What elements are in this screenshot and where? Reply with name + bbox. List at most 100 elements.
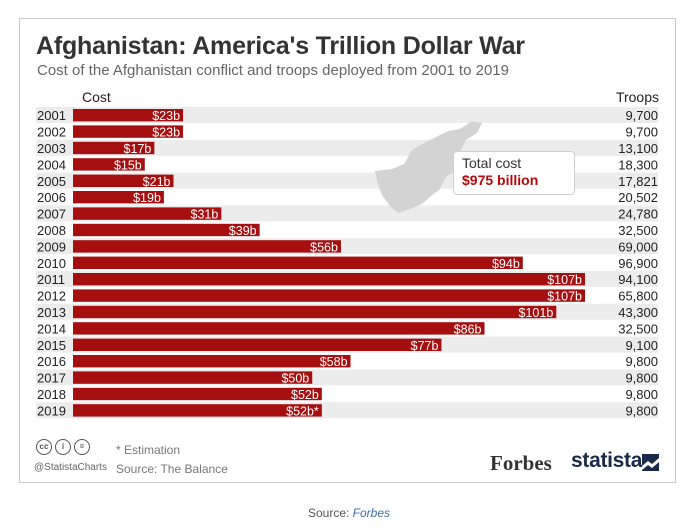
troops-value-label: 69,000 [618,239,658,254]
cost-value-label: $77b [411,339,439,353]
cost-bar [73,174,174,187]
total-cost-label: Total cost [462,155,522,171]
troops-value-label: 24,780 [618,207,658,222]
year-label: 2017 [37,371,66,386]
creative-commons-icon: cc [36,439,52,455]
cost-value-label: $39b [229,224,257,238]
troops-value-label: 32,500 [618,223,658,238]
cost-header: Cost [82,89,111,105]
year-label: 2018 [37,387,66,402]
cost-bar [73,256,523,269]
year-label: 2014 [37,321,66,336]
year-label: 2005 [37,174,66,189]
total-cost-value: $975 billion [462,172,539,188]
year-label: 2004 [37,157,66,172]
cost-bar [73,387,322,401]
year-label: 2001 [37,108,66,123]
troops-value-label: 18,300 [618,157,658,172]
year-label: 2011 [37,272,65,287]
estimation-note: * Estimation [116,443,181,457]
statista-mark-icon [642,454,659,471]
troops-value-label: 9,800 [625,371,658,386]
year-label: 2016 [37,354,66,369]
troops-value-label: 94,100 [618,272,658,287]
cost-bar [73,338,442,351]
cost-value-label: $101b [519,306,554,320]
chart-title: Afghanistan: America's Trillion Dollar W… [36,32,525,60]
cost-bar [73,158,145,171]
cost-value-label: $52b* [286,404,319,418]
year-label: 2012 [37,289,66,304]
cost-value-label: $23b [152,109,180,123]
cost-value-label: $86b [454,322,482,336]
troops-value-label: 9,800 [625,403,658,418]
cost-value-label: $58b [320,355,348,369]
cost-bar [73,207,222,220]
cost-bar [73,125,184,138]
total-cost-callout: Total cost $975 billion [453,151,575,195]
cost-bar [73,191,164,204]
year-label: 2003 [37,141,66,156]
cost-value-label: $17b [124,142,152,156]
cost-value-label: $50b [281,372,309,386]
troops-value-label: 17,821 [618,174,658,189]
troops-value-label: 65,800 [618,289,658,304]
year-label: 2019 [37,403,66,418]
year-label: 2008 [37,223,66,238]
chart-card: Afghanistan: America's Trillion Dollar W… [19,18,676,483]
year-label: 2013 [37,305,66,320]
cost-bar [73,109,184,122]
troops-value-label: 9,800 [625,354,658,369]
troops-value-label: 9,100 [625,338,658,353]
statista-handle: @StatistaCharts [34,462,107,473]
attribution-icon: i [55,439,71,455]
bar-chart: 2001 $23b 9,700 2002 $23b 9,700 2003 $17b 13,100… [36,107,658,418]
cost-value-label: $21b [143,175,171,189]
troops-value-label: 9,700 [625,125,658,140]
license-icons: cc i = [36,439,90,455]
statista-logo: statista [571,449,643,472]
forbes-logo: Forbes [490,451,552,475]
cost-bar [73,273,585,286]
cost-bar [73,371,313,384]
troops-header: Troops [615,89,659,105]
chart-subtitle: Cost of the Afghanistan conflict and tro… [37,62,509,79]
year-label: 2007 [37,207,66,222]
cost-bar [73,289,585,302]
cost-value-label: $94b [492,257,520,271]
no-derivatives-icon: = [74,439,90,455]
troops-value-label: 9,800 [625,387,658,402]
troops-value-label: 9,700 [625,108,658,123]
cost-bar [73,141,155,155]
chart-source: Source: The Balance [116,462,228,476]
year-label: 2009 [37,239,66,254]
year-label: 2015 [37,338,66,353]
year-label: 2006 [37,190,66,205]
cost-bar [73,305,557,319]
cost-value-label: $31b [191,208,219,222]
cost-value-label: $107b [547,290,582,304]
year-label: 2002 [37,125,66,140]
cost-bar [73,240,341,253]
page-source-prefix: Source: [307,506,350,520]
troops-value-label: 43,300 [618,305,658,320]
cost-bar [73,322,485,335]
page-source-link[interactable]: Forbes [352,506,391,520]
troops-value-label: 96,900 [618,256,658,271]
page-source: Source: Forbes [0,506,698,520]
troops-value-label: 32,500 [618,321,658,336]
cost-value-label: $19b [133,191,161,205]
troops-value-label: 13,100 [618,141,658,156]
cost-value-label: $107b [547,273,582,287]
afghanistan-map-icon [375,121,482,213]
cost-bar [73,404,322,417]
cost-bar [73,223,260,237]
cost-value-label: $23b [152,126,180,140]
year-label: 2010 [37,256,66,271]
cost-value-label: $56b [310,240,338,254]
cost-value-label: $15b [114,158,142,172]
row-stripe [36,107,658,123]
cost-bar [73,355,351,368]
cost-value-label: $52b [291,388,319,402]
troops-value-label: 20,502 [618,190,658,205]
